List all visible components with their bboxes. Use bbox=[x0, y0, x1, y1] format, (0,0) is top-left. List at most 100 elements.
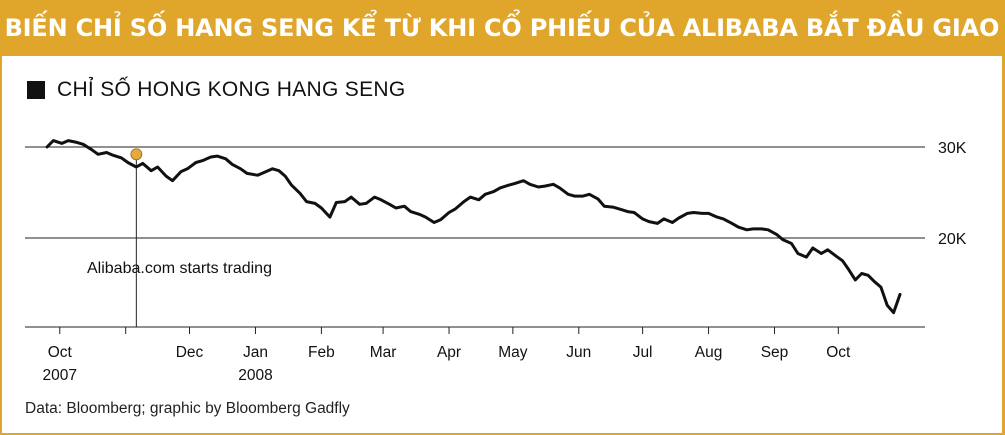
data-point bbox=[716, 216, 718, 218]
data-point bbox=[514, 182, 516, 185]
data-point bbox=[314, 202, 316, 205]
data-point bbox=[150, 169, 152, 172]
x-tick-label: Oct bbox=[826, 344, 851, 361]
data-point bbox=[848, 269, 850, 271]
data-point bbox=[492, 190, 495, 193]
data-point bbox=[344, 200, 346, 203]
data-point bbox=[120, 157, 123, 159]
data-point bbox=[165, 175, 167, 177]
x-tick-label: Feb bbox=[308, 344, 335, 361]
data-point bbox=[797, 252, 799, 255]
data-point bbox=[880, 286, 882, 288]
data-point bbox=[284, 175, 287, 177]
frame-border-bottom bbox=[0, 433, 1005, 435]
x-tick-label: Dec bbox=[176, 344, 204, 361]
x-tick-label: Oct bbox=[48, 344, 73, 361]
annotation-text: Alibaba.com starts trading bbox=[87, 260, 272, 277]
data-point bbox=[663, 218, 665, 220]
data-point bbox=[612, 206, 614, 208]
data-point bbox=[633, 211, 635, 214]
data-point bbox=[454, 208, 457, 210]
x-tick-label: Aug bbox=[695, 344, 723, 361]
data-point bbox=[409, 210, 412, 213]
data-point bbox=[320, 207, 323, 209]
x-tick-label: May bbox=[498, 344, 528, 361]
data-point bbox=[299, 192, 301, 195]
data-point bbox=[582, 195, 584, 197]
data-point bbox=[484, 193, 487, 196]
data-point bbox=[701, 212, 703, 215]
data-point bbox=[478, 199, 480, 201]
data-point bbox=[278, 169, 280, 172]
data-point bbox=[112, 154, 114, 156]
data-point bbox=[499, 187, 501, 189]
data-point bbox=[201, 159, 204, 162]
data-point bbox=[603, 205, 606, 207]
data-point bbox=[46, 146, 48, 148]
x-tick-label: Jul bbox=[633, 344, 653, 361]
data-point bbox=[867, 274, 869, 277]
data-point bbox=[97, 153, 99, 156]
data-point bbox=[271, 168, 274, 170]
data-point bbox=[835, 255, 837, 257]
data-point bbox=[805, 256, 808, 258]
data-point bbox=[775, 233, 778, 236]
data-point bbox=[820, 252, 823, 255]
x-tick-label: Apr bbox=[437, 344, 461, 361]
data-point bbox=[388, 203, 391, 206]
data-point bbox=[127, 161, 129, 164]
data-point bbox=[567, 193, 569, 196]
data-point bbox=[263, 171, 265, 174]
y-tick-label: 30K bbox=[938, 140, 967, 157]
data-point bbox=[231, 163, 233, 166]
data-point bbox=[180, 170, 182, 173]
data-point bbox=[746, 229, 748, 231]
frame-border-left bbox=[0, 56, 2, 435]
data-point bbox=[641, 218, 644, 220]
data-point bbox=[358, 203, 361, 206]
data-point bbox=[597, 198, 599, 200]
x-tick-year-label: 2007 bbox=[43, 367, 77, 384]
data-point bbox=[61, 142, 63, 145]
data-point bbox=[380, 199, 382, 201]
annotation-marker bbox=[130, 148, 143, 161]
data-point bbox=[678, 217, 680, 219]
data-point bbox=[329, 216, 331, 218]
data-point bbox=[395, 207, 397, 209]
data-point bbox=[860, 272, 863, 275]
data-point bbox=[558, 187, 561, 189]
data-point bbox=[365, 202, 367, 205]
data-point bbox=[350, 196, 353, 198]
data-point bbox=[812, 247, 814, 249]
data-point bbox=[722, 218, 725, 220]
data-point bbox=[826, 249, 829, 251]
data-point bbox=[156, 166, 159, 168]
x-tick-label: Sep bbox=[761, 344, 789, 361]
data-point bbox=[507, 184, 510, 186]
y-tick-label: 20K bbox=[938, 231, 967, 248]
data-point bbox=[90, 148, 93, 151]
x-tick-year-label: 2008 bbox=[238, 367, 272, 384]
chart-legend: CHỈ SỐ HONG KONG HANG SENG bbox=[27, 78, 406, 102]
series-line bbox=[45, 139, 902, 315]
data-point bbox=[573, 195, 576, 197]
data-point bbox=[648, 220, 650, 223]
data-point bbox=[552, 183, 555, 186]
data-point bbox=[618, 208, 620, 210]
data-point bbox=[290, 184, 293, 186]
data-point bbox=[892, 311, 895, 314]
data-point bbox=[448, 211, 450, 214]
data-point bbox=[141, 162, 144, 165]
x-tick-label: Jan bbox=[243, 344, 268, 361]
data-point bbox=[767, 229, 769, 231]
data-point bbox=[544, 185, 546, 187]
data-point bbox=[760, 228, 763, 230]
data-point bbox=[626, 210, 629, 213]
data-point bbox=[790, 242, 793, 245]
x-tick-label: Jun bbox=[566, 344, 591, 361]
data-point bbox=[588, 193, 591, 196]
data-point bbox=[439, 219, 442, 221]
data-point bbox=[335, 201, 338, 204]
data-point bbox=[873, 280, 876, 283]
